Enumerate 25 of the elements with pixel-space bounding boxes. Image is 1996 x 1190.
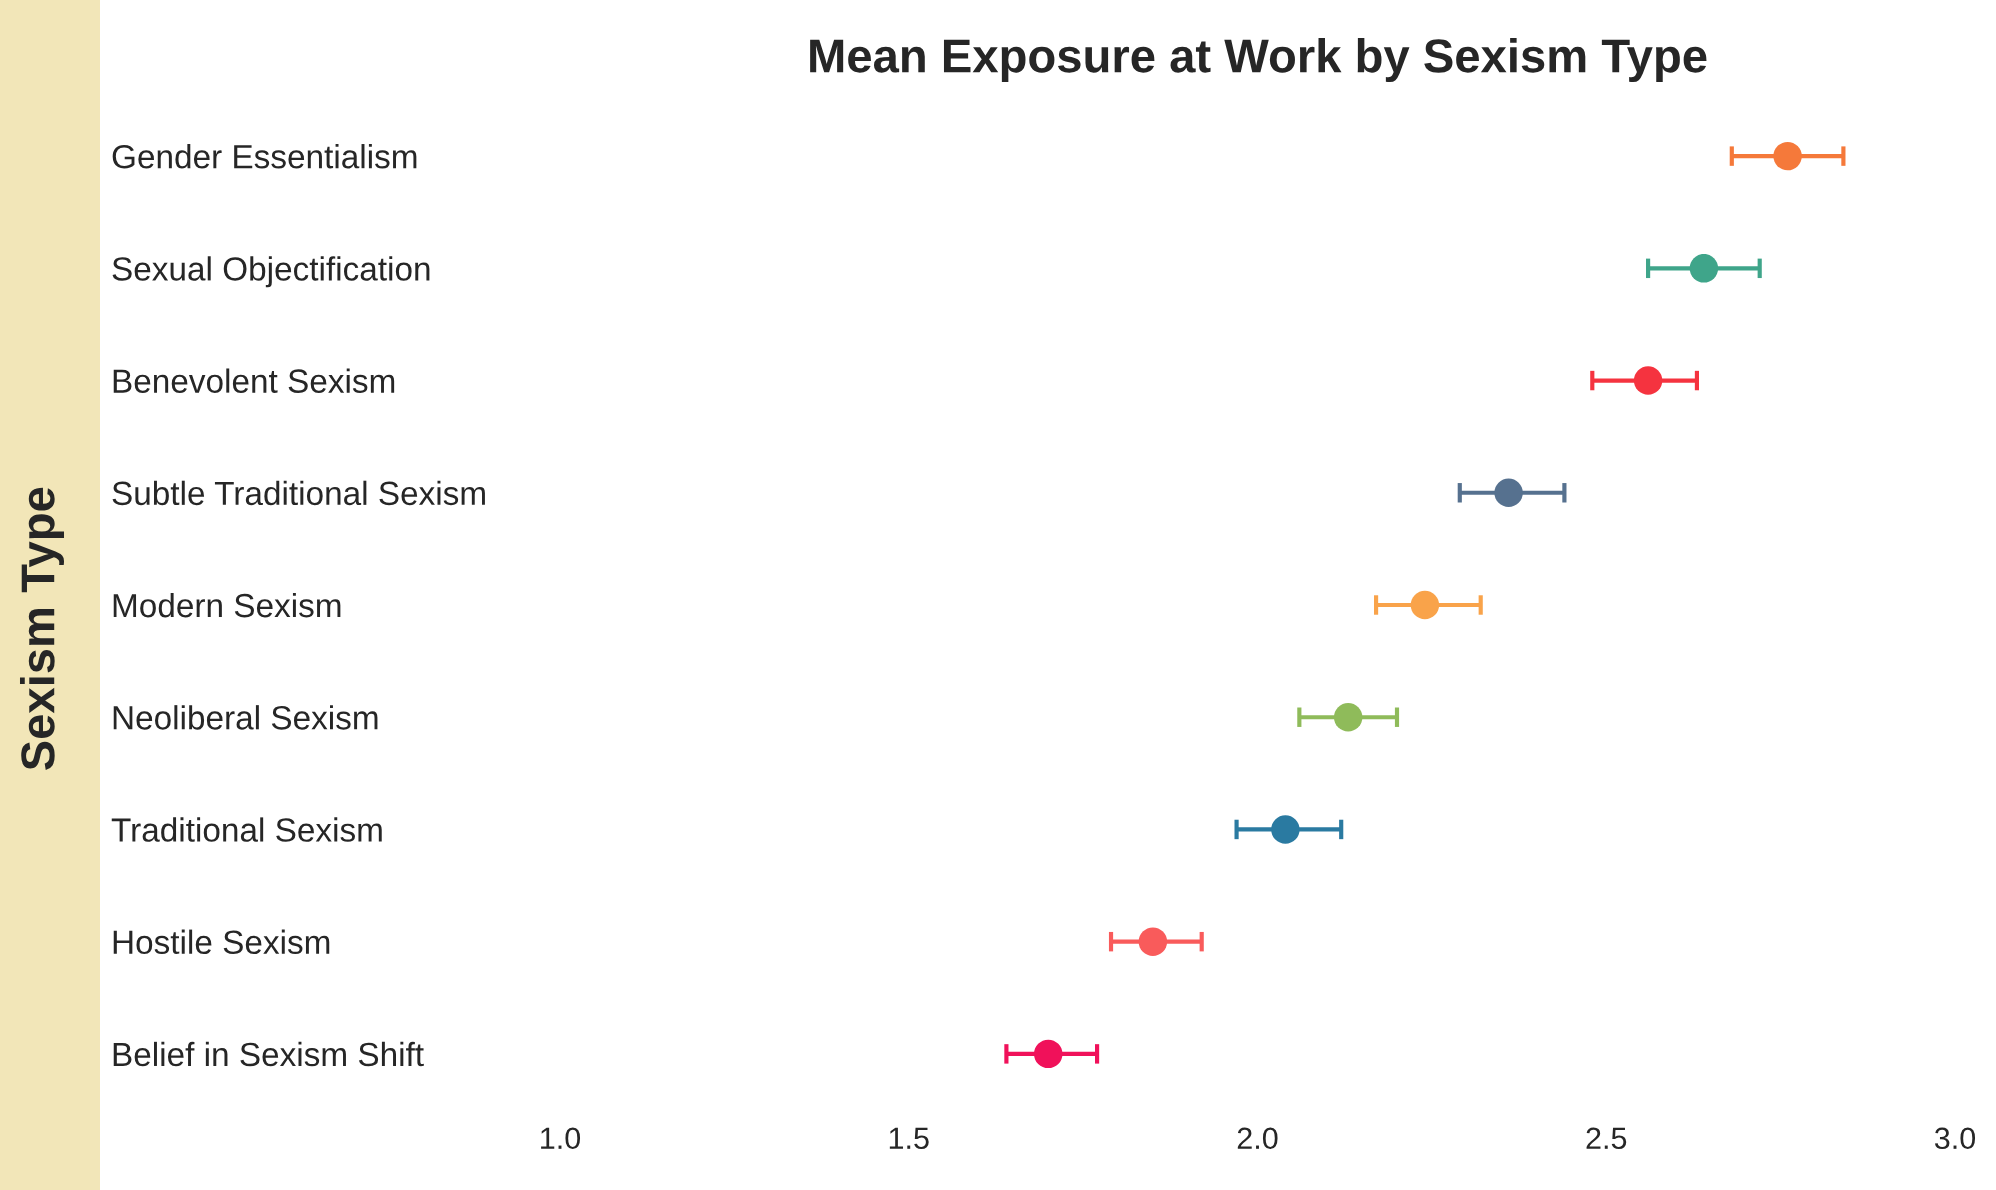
- y-tick-label: Sexual Objectification: [112, 256, 430, 288]
- point: [1494, 478, 1523, 508]
- y-tick-label: Neoliberal Sexism: [113, 705, 378, 730]
- y-tick-label: Subtle Traditional Sexism: [112, 480, 485, 506]
- y-tick-label: Gender Essentialism: [112, 144, 417, 169]
- chart-title: Mean Exposure at Work by Sexism Type: [810, 38, 1707, 83]
- point: [1773, 141, 1802, 171]
- point: [1633, 366, 1663, 395]
- x-tick-label: 1.5: [889, 1127, 929, 1150]
- y-tick-label: Benevolent Sexism: [113, 368, 395, 393]
- x-tick-label: 2.5: [1586, 1127, 1627, 1150]
- y-axis-title: Sexism Type: [19, 487, 65, 771]
- point: [1689, 254, 1719, 283]
- y-tick-label: Modern Sexism: [113, 592, 341, 618]
- x-tick-label: 3.0: [1934, 1127, 1976, 1150]
- point: [1138, 927, 1168, 956]
- point: [1333, 702, 1363, 732]
- point: [1410, 590, 1440, 620]
- y-tick-label: Traditional Sexism: [111, 817, 382, 842]
- point: [1271, 815, 1300, 844]
- point: [1034, 1039, 1063, 1069]
- y-tick-label: Belief in Sexism Shift: [113, 1041, 424, 1067]
- x-tick-label: 2.0: [1237, 1127, 1278, 1150]
- x-tick-label: 1.0: [541, 1127, 581, 1150]
- y-tick-label: Hostile Sexism: [113, 929, 330, 955]
